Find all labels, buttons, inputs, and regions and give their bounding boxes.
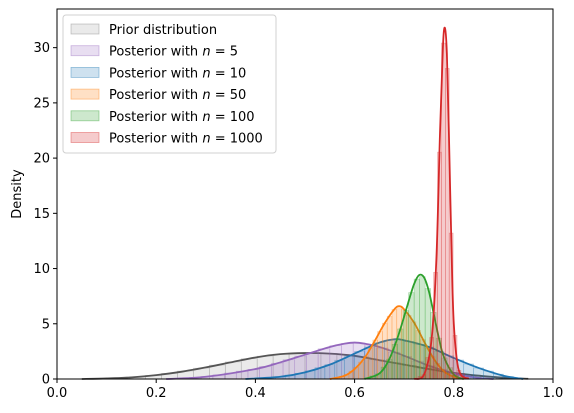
legend-swatch xyxy=(70,45,100,57)
y-tick-label: 15 xyxy=(33,207,50,222)
legend-box xyxy=(62,14,277,154)
series-2 xyxy=(245,338,524,380)
series-5 xyxy=(413,26,470,380)
kde-curve xyxy=(166,341,494,380)
legend-swatch xyxy=(70,110,100,122)
y-axis-label: Density xyxy=(10,169,25,219)
hist-bar xyxy=(402,310,409,380)
hist-bar xyxy=(372,339,378,380)
x-tick-label: 0.8 xyxy=(443,386,464,401)
legend-label: Posterior with n = 10 xyxy=(109,66,246,81)
y-tick-label: 0 xyxy=(42,373,50,388)
series-4 xyxy=(364,273,465,380)
x-tick-label: 0.2 xyxy=(146,386,167,401)
x-tick-label: 0.0 xyxy=(47,386,68,401)
ticks-layer: 0.0 0.2 0.4 0.6 0.8 1.0 0 5 10 15 20 25 30 xyxy=(33,41,563,401)
legend-swatch xyxy=(70,88,100,100)
hist-bar xyxy=(419,276,426,380)
legend-swatch xyxy=(70,132,100,143)
legend-swatch xyxy=(70,23,100,35)
kde-curve xyxy=(245,338,524,380)
y-tick-label: 25 xyxy=(33,96,50,111)
legend-label: Posterior with n = 1000 xyxy=(109,132,263,147)
hist-bar xyxy=(413,278,420,380)
x-tick-label: 1.0 xyxy=(543,386,564,401)
series-layer xyxy=(81,26,529,380)
kde-curve xyxy=(329,305,464,380)
y-tick-label: 5 xyxy=(42,317,50,332)
legend-swatch xyxy=(70,67,100,78)
legend-label: Posterior with n = 5 xyxy=(109,45,238,60)
legend: Prior distribution Posterior with n = 5 Po… xyxy=(62,14,277,154)
legend-label: Posterior with n = 100 xyxy=(109,110,255,125)
hist-bar xyxy=(408,292,415,380)
y-tick-label: 20 xyxy=(33,152,50,167)
legend-label: Posterior with n = 50 xyxy=(109,88,246,103)
series-1 xyxy=(165,341,494,380)
kde-curve xyxy=(413,26,470,380)
plot-frame xyxy=(56,8,554,380)
legend-label: Prior distribution xyxy=(109,23,217,38)
y-tick-label: 10 xyxy=(33,262,50,277)
kde-curve xyxy=(364,273,465,380)
x-tick-label: 0.6 xyxy=(344,386,365,401)
x-tick-label: 0.4 xyxy=(245,386,266,401)
y-tick-label: 30 xyxy=(33,41,50,56)
